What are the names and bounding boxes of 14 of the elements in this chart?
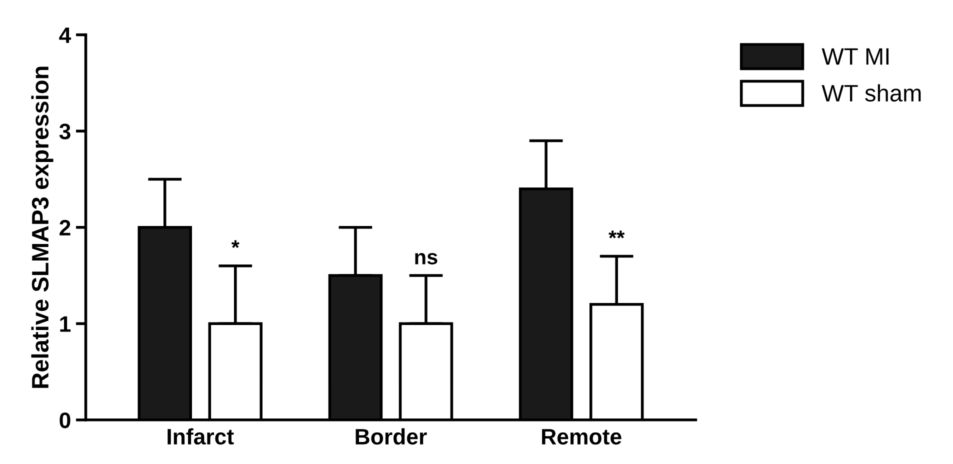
x-tick-label: Border bbox=[356, 428, 427, 445]
y-tick-label: 3 bbox=[59, 124, 70, 140]
x-tick-label: Remote bbox=[542, 429, 622, 445]
legend-label: WT MI bbox=[822, 48, 889, 65]
y-tick-label: 1 bbox=[60, 316, 71, 332]
legend-label: WT sham bbox=[822, 84, 921, 102]
y-axis-title: Relative SLMAP3 expression bbox=[31, 66, 54, 388]
annotation: ns bbox=[415, 253, 438, 264]
y-tick-label: 4 bbox=[59, 28, 72, 43]
x-tick-label: Infarct bbox=[168, 428, 234, 445]
y-tick-label: 2 bbox=[60, 220, 70, 236]
annotation: ** bbox=[608, 230, 625, 238]
y-tick-label: 0 bbox=[60, 412, 70, 428]
annotation: * bbox=[231, 240, 240, 248]
